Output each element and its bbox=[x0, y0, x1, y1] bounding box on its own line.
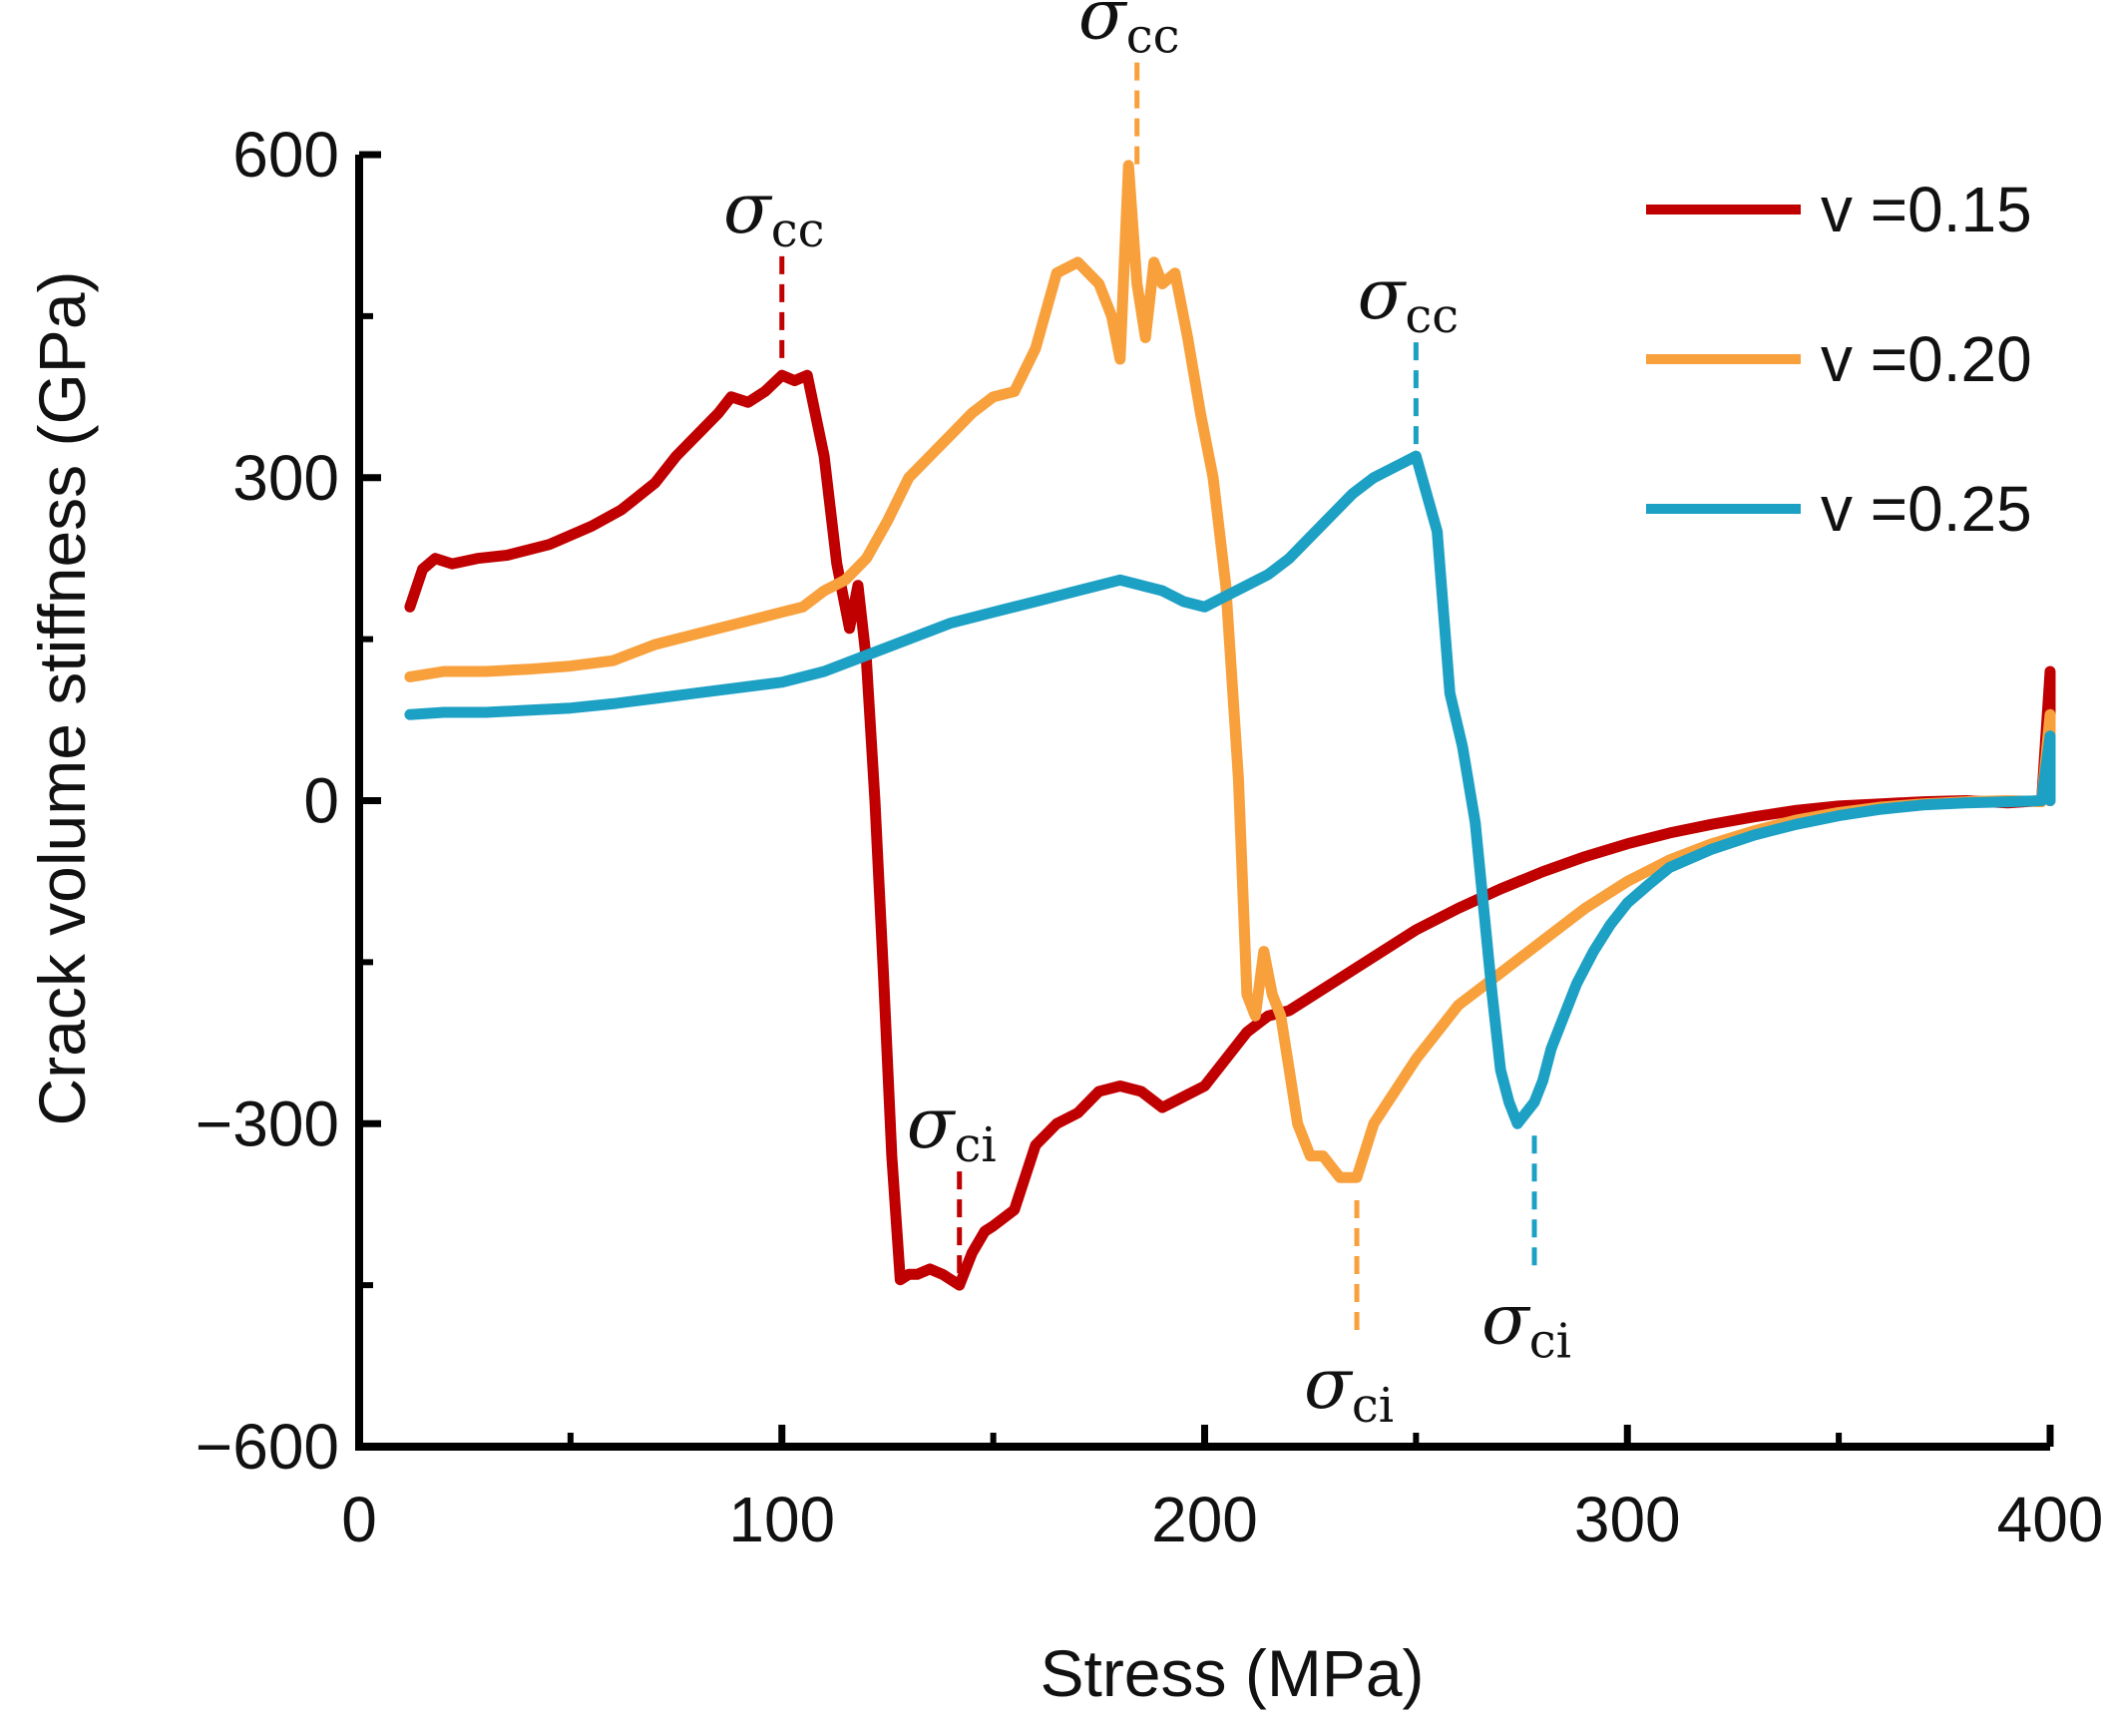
y-tick-label: −600 bbox=[196, 1411, 339, 1483]
series-line-020 bbox=[404, 160, 2056, 1183]
y-tick-label: −300 bbox=[196, 1087, 339, 1159]
annotation-label-sigma-cc: σcc bbox=[723, 168, 825, 258]
legend-label: v =0.25 bbox=[1821, 473, 2032, 545]
x-tick-label: 400 bbox=[1997, 1484, 2103, 1555]
legend-label: v =0.20 bbox=[1821, 323, 2032, 395]
x-axis-title: Stress (MPa) bbox=[1040, 1636, 1424, 1710]
annotation-label-sigma-ci: σci bbox=[1481, 1278, 1571, 1369]
annotation-label-sigma-ci: σci bbox=[907, 1083, 997, 1173]
y-tick-label: 600 bbox=[232, 119, 339, 191]
x-tick-label: 200 bbox=[1151, 1484, 1258, 1555]
x-tick-label: 0 bbox=[341, 1484, 377, 1555]
legend: v =0.15 v =0.20 v =0.25 bbox=[1646, 174, 2032, 545]
x-tick-label: 300 bbox=[1574, 1484, 1681, 1555]
annotation-label-sigma-cc: σcc bbox=[1358, 253, 1460, 344]
annotation-layer: σcc σci σcc σci σcc σci bbox=[723, 0, 1571, 1434]
annotation-label-sigma-ci: σci bbox=[1304, 1343, 1394, 1434]
x-tick-label: 100 bbox=[728, 1484, 835, 1555]
series-line-015 bbox=[404, 369, 2056, 1291]
y-tick-label: 300 bbox=[232, 442, 339, 514]
axes-layer bbox=[355, 155, 2050, 1451]
series-layer bbox=[404, 160, 2056, 1291]
annotation-label-sigma-cc: σcc bbox=[1078, 0, 1180, 65]
y-tick-label: 0 bbox=[303, 765, 339, 837]
series-line-025 bbox=[404, 450, 2056, 1129]
legend-label: v =0.15 bbox=[1821, 174, 2032, 245]
y-axis-title: Crack volume stiffness (GPa) bbox=[25, 270, 99, 1125]
